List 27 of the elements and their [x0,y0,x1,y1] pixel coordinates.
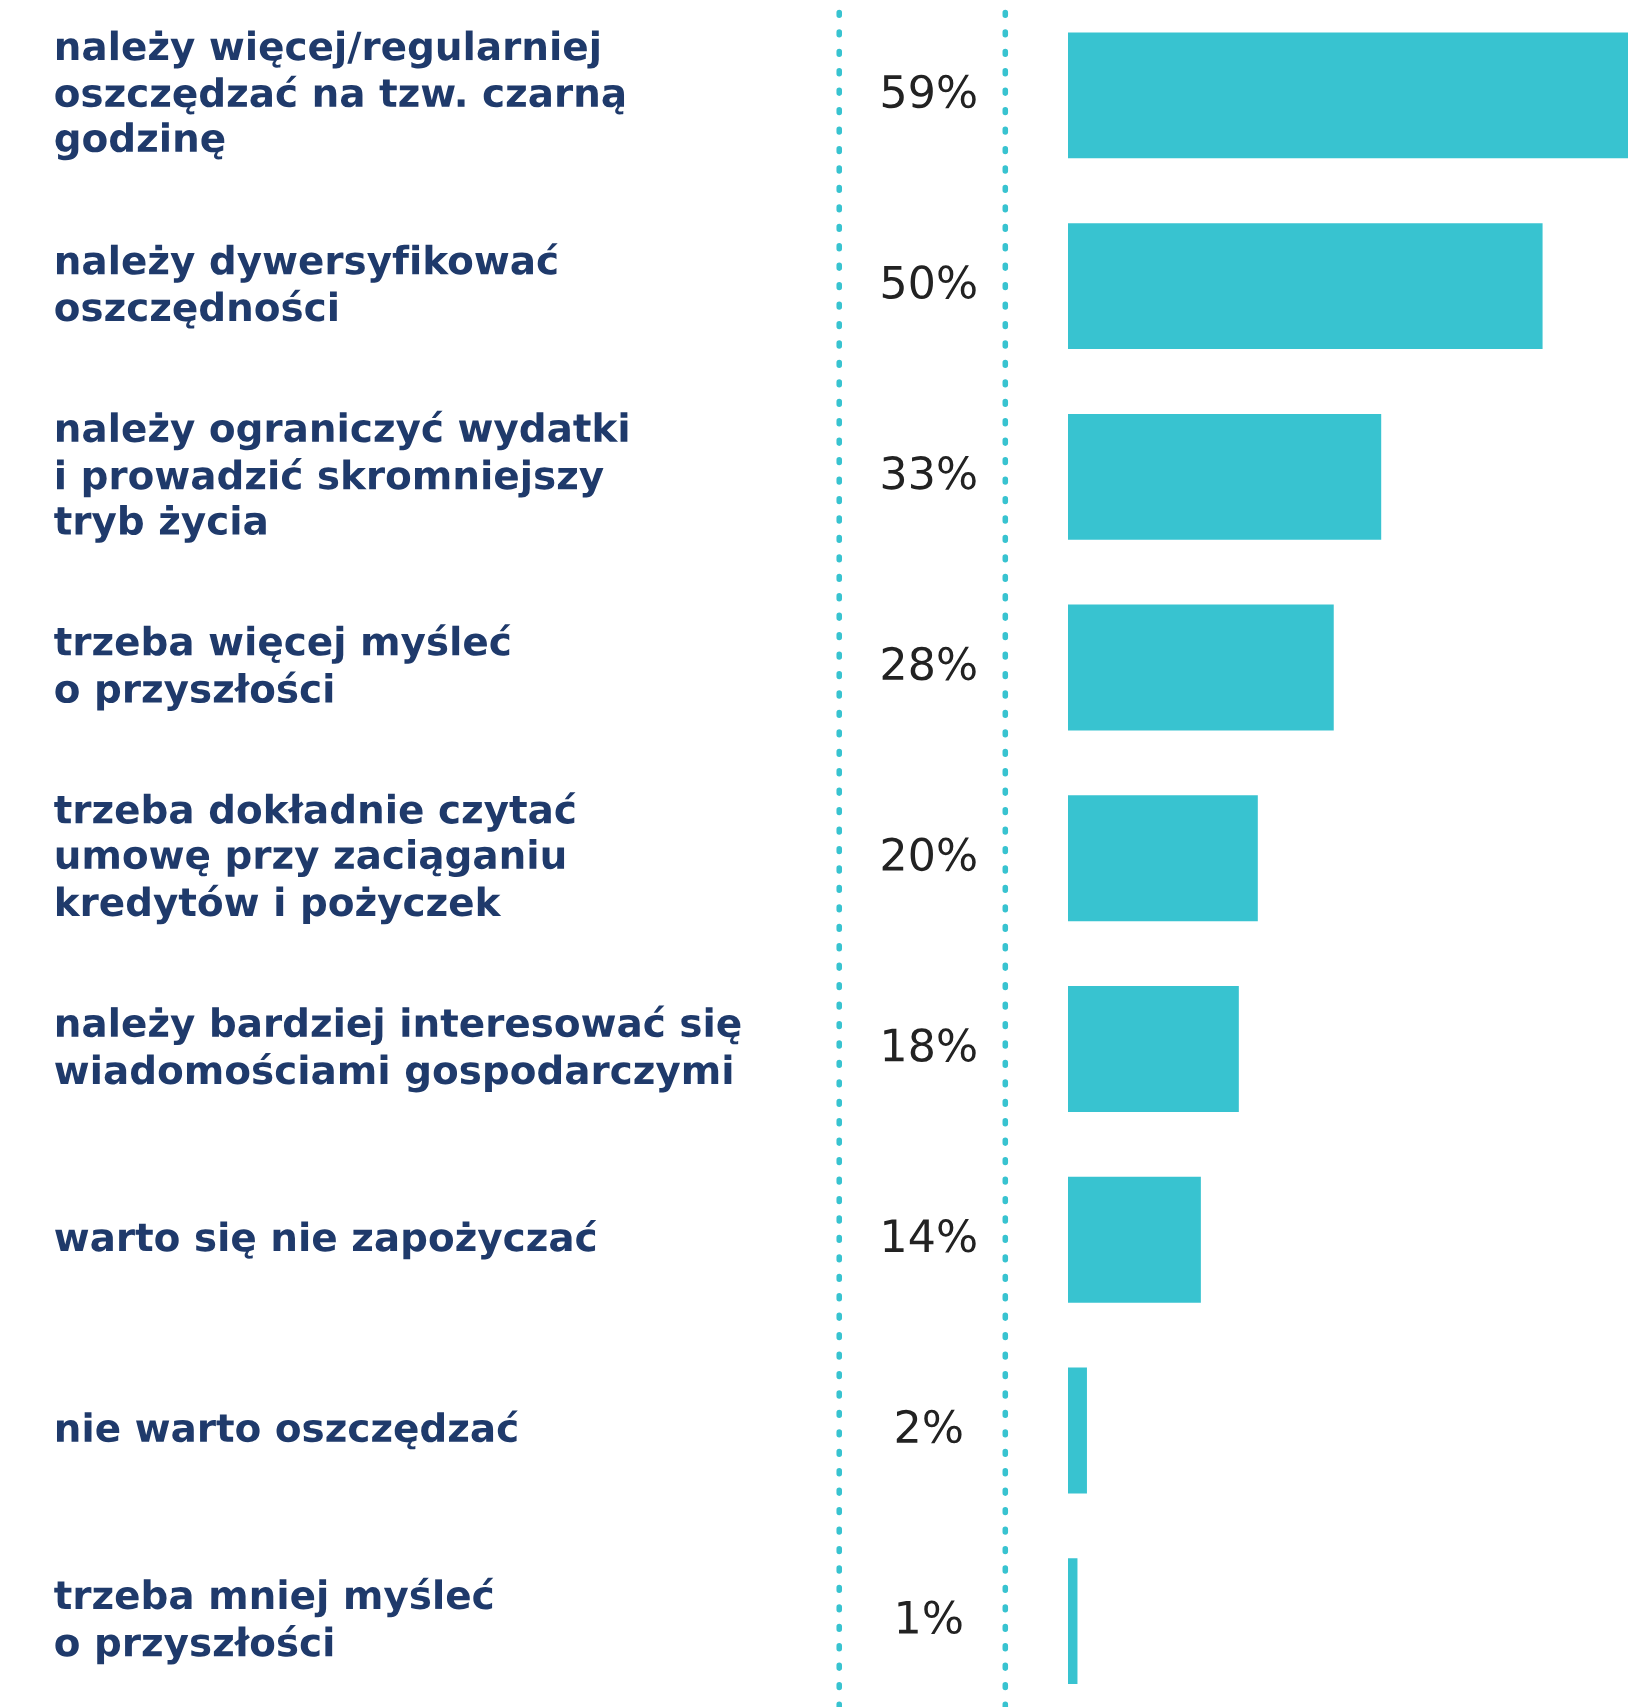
y-tick-label: warto się nie zapożyczać [55,1219,597,1260]
bar [1067,32,1628,159]
y-tick-label: trzeba mniej myśleć o przyszłości [54,1577,494,1665]
bar [1067,413,1382,540]
y-tick-label: nie warto oszczędzać [56,1410,518,1450]
bar [1067,604,1334,731]
data-label: 59% [882,74,976,109]
data-label: 18% [884,1028,976,1062]
y-tick-label: trzeba dokładnie czytać umowę przy zaciąganiu kredytów i pożyczek [54,792,576,925]
data-label: 50% [882,265,976,299]
bar [1067,795,1258,922]
data-label: 28% [882,646,976,681]
y-tick-label: należy dywersyfikować oszczędności [55,243,558,329]
data-label: 2% [896,1409,962,1444]
bar [1067,223,1543,350]
bar [1067,1176,1201,1303]
bar [1067,1558,1078,1685]
data-label: 20% [882,837,976,872]
data-label: 1% [898,1600,962,1635]
bar [1067,1367,1087,1494]
bar [1067,986,1239,1112]
y-tick-label: należy ograniczyć wydatki i prowadzić skromniejszy tryb życia [54,410,628,543]
data-label: 33% [882,456,976,490]
y-tick-label: należy bardziej interesować się wiadomościami gospodarczymi [55,1005,741,1093]
data-label: 14% [884,1219,976,1253]
y-tick-label: trzeba więcej myśleć o przyszłości [54,624,511,711]
y-tick-label: należy więcej/regularniej oszczędzać na tzw. czarną godzinę [55,30,625,161]
